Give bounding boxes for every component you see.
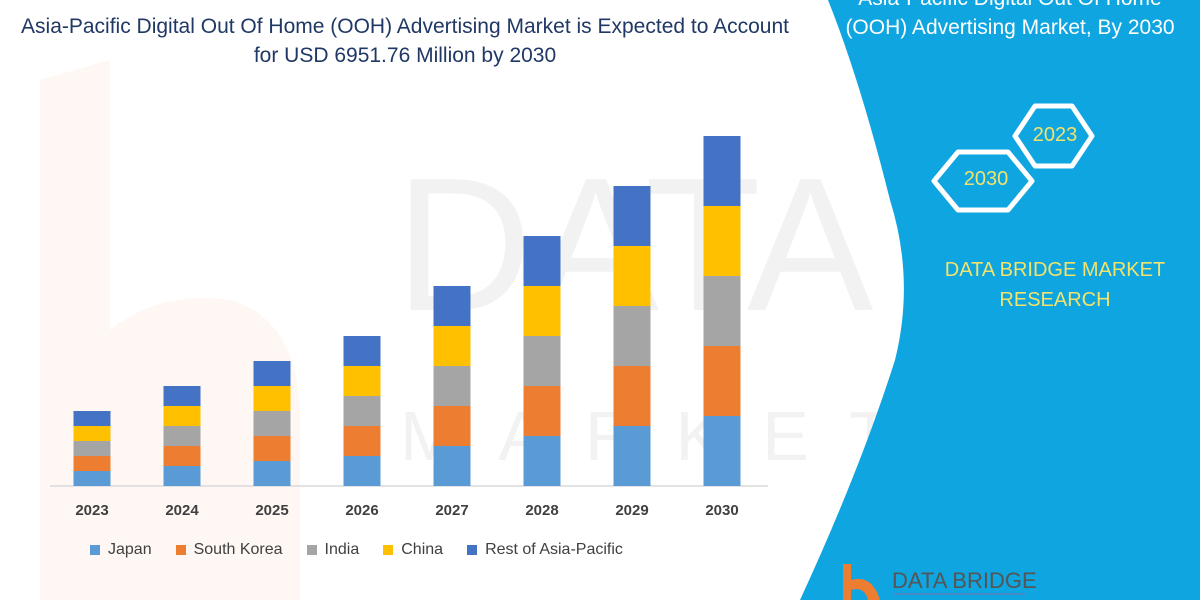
hex-label-2030: 2030 <box>963 168 1009 190</box>
bar-segment-2030-china <box>703 206 741 276</box>
x-tick-label: 2025 <box>255 502 289 519</box>
logo-text: DATA BRIDGE <box>892 568 1037 593</box>
bar-segment-2023-china <box>73 426 111 441</box>
bar-segment-2028-japan <box>523 436 561 486</box>
bar-segment-2026-rest-of-asia-pacific <box>343 336 381 366</box>
bar-segment-2023-india <box>73 441 111 456</box>
hex-label-2023: 2023 <box>1032 124 1078 146</box>
legend-swatch-icon <box>306 545 317 555</box>
bar-segment-2023-japan <box>73 471 111 486</box>
bar-segment-2030-rest-of-asia-pacific <box>703 136 741 206</box>
bar-segment-2026-china <box>343 366 381 396</box>
bar-segment-2027-rest-of-asia-pacific <box>433 286 471 326</box>
chart-title: Asia-Pacific Digital Out Of Home (OOH) A… <box>21 15 789 67</box>
bar-segment-2023-south-korea <box>73 456 111 471</box>
side-panel-title-line1: Asia-Pacific Digital Out Of Home <box>820 0 1200 13</box>
bar-segment-2025-japan <box>253 461 291 486</box>
hexagon-2023-icon <box>1012 103 1095 169</box>
bar-segment-2024-rest-of-asia-pacific <box>163 386 201 406</box>
bar-segment-2027-india <box>433 366 471 406</box>
legend-swatch-icon <box>467 545 478 555</box>
bar-segment-2029-china <box>613 246 651 306</box>
legend-item: China <box>383 541 443 559</box>
x-tick-label: 2028 <box>525 502 559 519</box>
bar-segment-2029-japan <box>613 426 651 486</box>
bar-segment-2023-rest-of-asia-pacific <box>73 411 111 426</box>
bar-segment-2025-rest-of-asia-pacific <box>253 361 291 386</box>
bar-segment-2025-china <box>253 386 291 411</box>
bar-segment-2029-south-korea <box>613 366 651 426</box>
x-tick-label: 2030 <box>705 502 739 519</box>
bar-segment-2028-china <box>523 286 561 336</box>
legend-item: Japan <box>90 541 152 559</box>
bar-segment-2030-south-korea <box>703 346 741 416</box>
side-panel-title: Asia-Pacific Digital Out Of Home (OOH) A… <box>820 0 1200 42</box>
bar-segment-2029-rest-of-asia-pacific <box>613 186 651 246</box>
legend-label: China <box>401 541 444 558</box>
x-tick-label: 2023 <box>75 502 109 519</box>
x-tick-label: 2026 <box>345 502 379 519</box>
brand-line1: DATA BRIDGE MARKET <box>944 259 1166 281</box>
bar-segment-2028-south-korea <box>523 386 561 436</box>
bar-segment-2026-india <box>343 396 381 426</box>
bar-segment-2024-india <box>163 426 201 446</box>
bar-segment-2026-japan <box>343 456 381 486</box>
bar-segment-2024-japan <box>163 466 201 486</box>
bar-segment-2030-india <box>703 276 741 346</box>
side-panel <box>800 0 1200 600</box>
x-tick-label: 2024 <box>165 502 199 519</box>
logo-icon <box>843 564 1025 600</box>
legend-swatch-icon <box>175 545 186 555</box>
legend-label: South Korea <box>193 541 283 558</box>
bar-segment-2025-south-korea <box>253 436 291 461</box>
side-panel-title-line2: (OOH) Advertising Market, By 2030 <box>845 16 1175 39</box>
legend-swatch-icon <box>90 545 100 555</box>
bar-segment-2026-south-korea <box>343 426 381 456</box>
hexagon-2030-icon <box>931 149 1035 213</box>
bar-segment-2027-japan <box>433 446 471 486</box>
brand-text: DATA BRIDGE MARKET RESEARCH <box>905 255 1200 315</box>
x-tick-label: 2029 <box>615 502 649 519</box>
bar-segment-2024-china <box>163 406 201 426</box>
watermark-logo-icon <box>40 60 300 600</box>
legend-label: Rest of Asia-Pacific <box>485 541 623 558</box>
bar-segment-2029-india <box>613 306 651 366</box>
bars-group <box>73 136 741 486</box>
bar-segment-2027-china <box>433 326 471 366</box>
legend-item: South Korea <box>175 541 283 559</box>
x-tick-label: 2027 <box>435 502 469 519</box>
bar-segment-2028-rest-of-asia-pacific <box>523 236 561 286</box>
legend-label: India <box>324 541 360 558</box>
legend-item: Rest of Asia-Pacific <box>467 541 623 559</box>
legend-item: India <box>306 541 360 559</box>
bar-segment-2025-india <box>253 411 291 436</box>
bar-segment-2030-japan <box>703 416 741 486</box>
brand-line2: RESEARCH <box>999 289 1111 311</box>
legend-label: Japan <box>108 541 152 558</box>
bar-segment-2028-india <box>523 336 561 386</box>
bar-segment-2024-south-korea <box>163 446 201 466</box>
bar-segment-2027-south-korea <box>433 406 471 446</box>
legend-swatch-icon <box>383 545 394 555</box>
legend: Japan South Korea India China Rest of Asia-P… <box>90 541 647 559</box>
